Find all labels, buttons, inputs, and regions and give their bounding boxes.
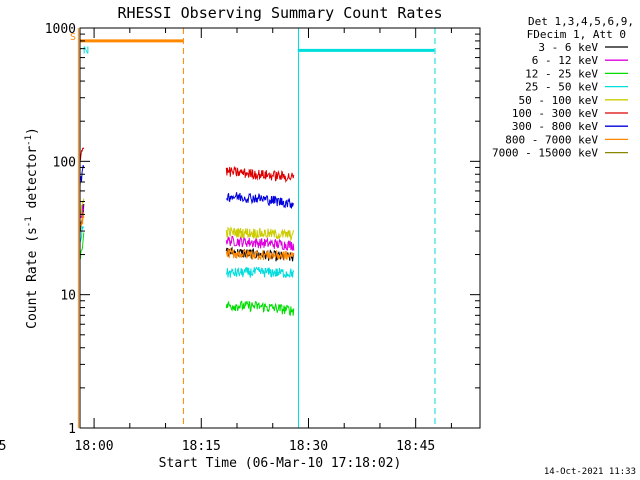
legend-label-5: 50 - 100 keV — [519, 94, 599, 107]
y-tick-label-3: 100 — [53, 155, 76, 170]
legend-header-1: Det 1,3,4,5,6,9, — [528, 15, 634, 28]
y-tick-label-1: 1 — [68, 422, 76, 437]
series-line-6-part-2 — [225, 165, 295, 183]
series-line-3-part-2 — [225, 300, 295, 317]
legend-label-3: 12 - 25 keV — [525, 67, 598, 80]
legend-label-4: 25 - 50 keV — [525, 81, 598, 94]
x-tick-label-5: 18:30 — [289, 439, 328, 454]
series-line-2-part-2 — [225, 235, 295, 251]
x-axis-label: Start Time (06-Mar-10 17:18:02) — [159, 456, 402, 471]
x-tick-label-6: 18:45 — [396, 439, 435, 454]
legend: Det 1,3,4,5,6,9, FDecim 1, Att 0 3 - 6 k… — [492, 15, 634, 160]
series-line-7-part-2 — [225, 192, 295, 209]
legend-label-8: 800 - 7000 keV — [505, 133, 598, 146]
y-axis-label: Count Rate (s-1 detector-1) — [24, 127, 40, 329]
footer-timestamp: 14-Oct-2021 11:33 — [544, 467, 636, 477]
flag-band-label-s: S — [70, 32, 76, 43]
flag-band-label-n: N — [83, 45, 89, 56]
legend-label-7: 300 - 800 keV — [512, 120, 598, 133]
legend-label-6: 100 - 300 keV — [512, 107, 598, 120]
y-tick-label-4: 1000 — [45, 22, 76, 37]
chart-title: RHESSI Observing Summary Count Rates — [117, 4, 442, 22]
x-tick-label-4: 18:15 — [182, 439, 221, 454]
legend-label-9: 7000 - 15000 keV — [492, 147, 598, 160]
series-line-5-part-2 — [225, 225, 295, 242]
legend-label-2: 6 - 12 keV — [532, 54, 599, 67]
legend-header-2: FDecim 1, Att 0 — [527, 28, 626, 41]
legend-label-1: 3 - 6 keV — [538, 41, 598, 54]
series-line-8-part-2 — [225, 247, 295, 261]
series-line-4-part-2 — [225, 266, 295, 279]
series-line-3-part-1 — [79, 232, 85, 328]
plot-frame — [79, 27, 481, 429]
x-tick-label-2: 17:45 — [0, 439, 6, 454]
x-tick-label-3: 18:00 — [75, 439, 114, 454]
plot-area: NS — [70, 28, 436, 428]
y-tick-label-2: 10 — [60, 289, 76, 304]
